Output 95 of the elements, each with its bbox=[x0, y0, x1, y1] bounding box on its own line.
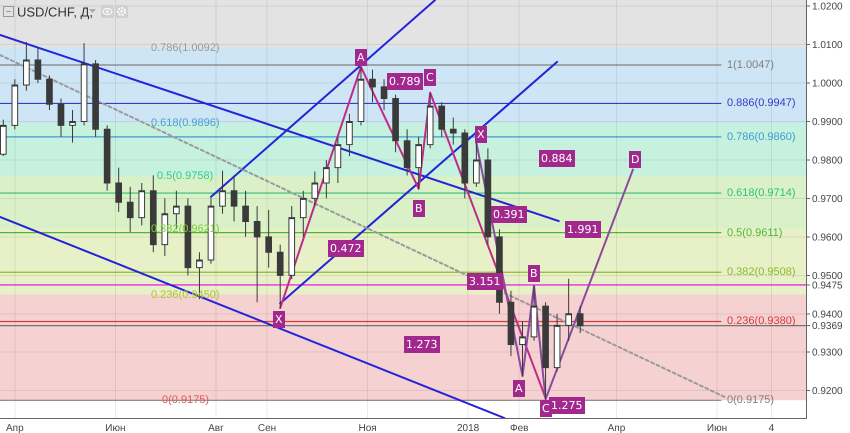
annotation: A bbox=[515, 382, 523, 395]
y-tick-label: 1.0000 bbox=[812, 78, 844, 90]
y-tick-label: 0.9800 bbox=[812, 155, 844, 166]
ref-line-label: 0.236(0.9380) bbox=[727, 315, 796, 327]
candlestick bbox=[519, 320, 526, 377]
candlestick bbox=[346, 113, 353, 157]
band-label: 0.618(0.9896) bbox=[151, 117, 220, 129]
candlestick bbox=[450, 117, 457, 146]
candlestick bbox=[138, 182, 146, 226]
candlestick bbox=[34, 48, 42, 84]
candlestick bbox=[300, 190, 307, 238]
ref-line-label: 0(0.9175) bbox=[727, 394, 774, 406]
y-tick-label: 0.9400 bbox=[812, 309, 844, 320]
annotation: 1.991 bbox=[567, 223, 598, 236]
candlestick bbox=[554, 313, 560, 372]
annotation: 1.275 bbox=[551, 399, 582, 412]
candlestick bbox=[311, 171, 318, 207]
candlestick bbox=[23, 41, 30, 92]
y-tick-label: 0.9369 bbox=[812, 321, 844, 332]
ref-line-label: 1(1.0047) bbox=[727, 59, 774, 71]
annotation: 0.472 bbox=[330, 242, 362, 255]
ref-line-label: 0.786(0.9860) bbox=[727, 131, 796, 143]
candlestick bbox=[392, 94, 399, 153]
x-tick-label: Апр bbox=[6, 423, 24, 433]
y-tick-label: 0.9475 bbox=[812, 280, 844, 292]
y-tick-label: 0.9300 bbox=[812, 348, 844, 359]
ref-line-label: 0.886(0.9947) bbox=[727, 97, 796, 109]
candlestick bbox=[92, 59, 99, 138]
x-tick-label: Ноя bbox=[358, 423, 377, 433]
y-tick-label: 0.9500 bbox=[812, 270, 844, 282]
annotation: 1.273 bbox=[406, 338, 438, 351]
annotation: 0.391 bbox=[493, 208, 524, 221]
candlestick bbox=[461, 128, 468, 199]
band-label: 0.786(1.0092) bbox=[151, 42, 220, 54]
x-tick-label: Апр bbox=[608, 423, 626, 433]
candlestick bbox=[542, 302, 549, 400]
x-tick-label: 4 bbox=[768, 423, 775, 433]
annotation: B bbox=[415, 202, 423, 215]
candlestick bbox=[530, 285, 538, 342]
y-tick-label: 0.9200 bbox=[812, 386, 844, 398]
candlestick bbox=[58, 98, 64, 138]
x-tick-label: Авг bbox=[208, 423, 224, 433]
candlestick bbox=[565, 278, 572, 342]
y-tick-label: 1.0200 bbox=[812, 2, 844, 13]
x-tick-label: Сен bbox=[258, 423, 276, 433]
candlestick bbox=[404, 128, 410, 176]
annotation: D bbox=[631, 153, 640, 166]
annotation: 0.884 bbox=[541, 152, 572, 165]
band-label: 0.5(0.9758) bbox=[157, 170, 214, 182]
x-tick-label: Июн bbox=[706, 423, 728, 433]
candlestick bbox=[358, 66, 364, 126]
annotation: 3.151 bbox=[469, 275, 500, 288]
candlestick bbox=[438, 102, 446, 138]
candlestick bbox=[369, 69, 376, 103]
annotation: B bbox=[530, 267, 538, 280]
candlestick bbox=[508, 290, 514, 357]
ref-line-label: 0.618(0.9714) bbox=[727, 187, 796, 199]
ref-line-label: 0.5(0.9611) bbox=[727, 227, 782, 239]
annotation: X bbox=[275, 313, 283, 326]
candlestick bbox=[265, 209, 272, 268]
x-tick-label: Фев bbox=[510, 423, 528, 433]
candlestick bbox=[115, 167, 122, 212]
candlestick bbox=[80, 42, 88, 126]
candlestick bbox=[380, 78, 388, 110]
y-tick-label: 1.0100 bbox=[812, 40, 844, 52]
candlestick bbox=[415, 136, 422, 190]
candlestick bbox=[426, 92, 434, 149]
candlestick bbox=[242, 190, 249, 238]
x-tick-label: Июн bbox=[105, 423, 126, 433]
candlestick bbox=[334, 136, 342, 184]
annotation: C bbox=[426, 71, 434, 84]
candlestick bbox=[576, 306, 584, 334]
y-tick-label: 0.9700 bbox=[812, 194, 844, 205]
ref-line-label: 0.382(0.9508) bbox=[727, 266, 796, 278]
y-tick-label: 0.9900 bbox=[812, 117, 844, 128]
annotation: X bbox=[477, 128, 485, 141]
x-tick-label: 2018 bbox=[456, 423, 480, 433]
candlestick bbox=[254, 206, 260, 303]
chart-title: USD/CHF, Д, bbox=[17, 4, 93, 20]
candlestick bbox=[46, 74, 53, 110]
candlestick bbox=[104, 124, 110, 192]
candlestick bbox=[288, 206, 296, 280]
candlestick bbox=[230, 174, 238, 222]
y-tick-label: 0.9600 bbox=[812, 232, 844, 244]
candlestick bbox=[126, 186, 134, 232]
candlestick bbox=[219, 170, 226, 214]
candlestick bbox=[473, 142, 480, 188]
candlestick bbox=[276, 244, 284, 309]
candlestick bbox=[323, 159, 330, 199]
candlestick bbox=[12, 78, 18, 130]
candlestick bbox=[484, 148, 492, 246]
candlestick bbox=[69, 109, 76, 144]
annotation: 0.789 bbox=[389, 75, 420, 88]
annotation: A bbox=[357, 51, 365, 64]
annotation: C bbox=[542, 402, 550, 415]
